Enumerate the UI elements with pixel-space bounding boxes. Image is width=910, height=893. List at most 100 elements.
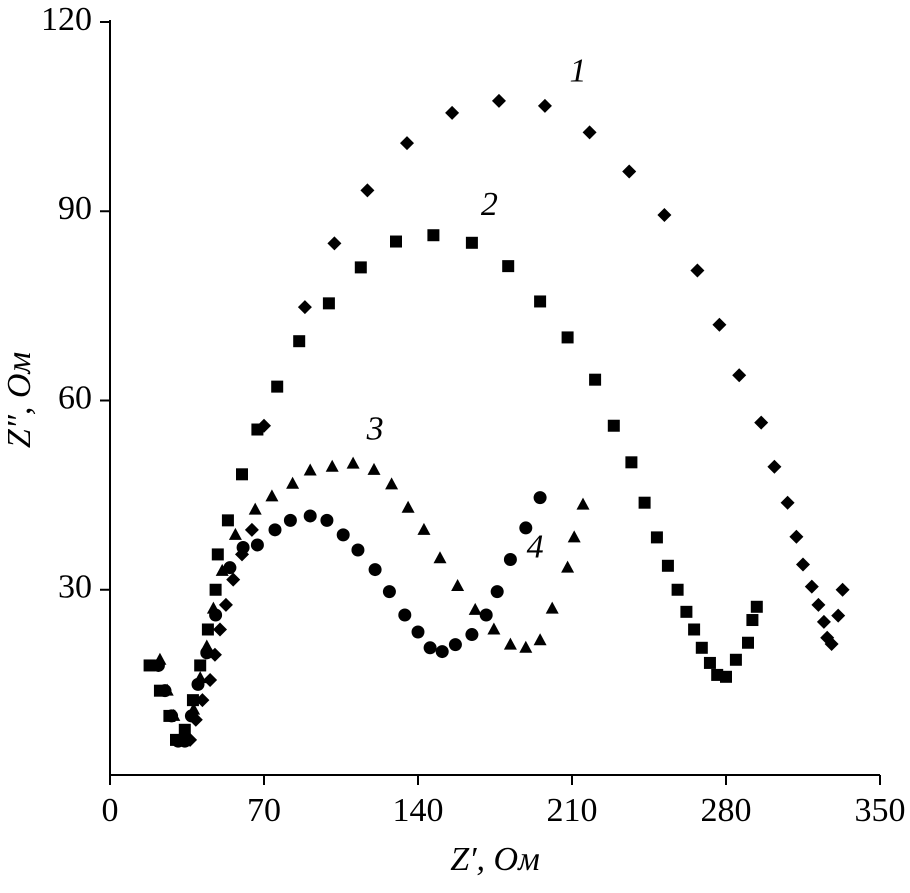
series-label: 2 xyxy=(481,186,498,223)
marker xyxy=(465,236,478,249)
x-tick-label: 350 xyxy=(855,792,906,829)
marker xyxy=(411,625,425,639)
marker xyxy=(796,557,810,572)
marker xyxy=(297,300,312,315)
marker xyxy=(158,684,172,698)
marker xyxy=(336,528,350,542)
marker xyxy=(354,261,367,274)
marker xyxy=(351,543,365,557)
marker xyxy=(209,608,223,622)
marker xyxy=(622,164,637,179)
marker xyxy=(367,462,381,475)
marker xyxy=(303,463,317,476)
marker xyxy=(448,638,462,652)
marker xyxy=(767,459,782,474)
marker xyxy=(487,622,501,635)
marker xyxy=(465,628,479,642)
marker xyxy=(200,646,214,660)
y-tick-label: 120 xyxy=(41,1,92,38)
marker xyxy=(519,640,533,653)
marker xyxy=(322,297,335,310)
marker xyxy=(561,560,575,573)
marker xyxy=(303,509,317,523)
y-tick-label: 30 xyxy=(58,569,92,606)
marker xyxy=(223,561,237,575)
marker xyxy=(732,368,747,383)
series-label: 4 xyxy=(527,528,544,565)
marker xyxy=(201,623,214,636)
marker xyxy=(382,585,396,599)
marker xyxy=(209,583,222,596)
marker xyxy=(650,531,663,544)
marker xyxy=(390,235,402,248)
marker xyxy=(680,605,693,618)
marker xyxy=(690,263,705,278)
marker xyxy=(567,530,581,543)
marker xyxy=(325,459,339,472)
marker xyxy=(250,538,264,552)
marker xyxy=(625,456,638,469)
marker xyxy=(211,548,224,561)
marker xyxy=(780,495,795,510)
marker xyxy=(695,641,708,654)
marker xyxy=(789,529,804,544)
series-label: 3 xyxy=(366,410,384,447)
marker xyxy=(178,734,192,748)
marker xyxy=(534,295,547,308)
marker xyxy=(360,183,375,198)
marker xyxy=(320,513,334,527)
marker xyxy=(533,633,547,646)
marker xyxy=(503,552,517,566)
marker xyxy=(433,551,447,564)
marker xyxy=(401,500,415,513)
marker xyxy=(221,514,234,527)
marker xyxy=(165,709,179,723)
marker xyxy=(203,672,218,687)
marker xyxy=(283,513,297,527)
marker xyxy=(742,636,754,649)
marker xyxy=(589,373,602,386)
marker xyxy=(824,637,839,652)
marker xyxy=(213,622,227,637)
marker xyxy=(271,380,284,393)
marker xyxy=(265,489,279,502)
marker xyxy=(143,659,156,672)
marker xyxy=(661,559,674,572)
marker xyxy=(804,579,819,594)
marker xyxy=(545,601,559,614)
marker xyxy=(754,415,769,430)
x-axis-label: Z′, Ом xyxy=(450,841,540,878)
marker xyxy=(248,502,262,515)
marker xyxy=(226,572,241,587)
marker xyxy=(346,456,360,469)
marker xyxy=(638,496,651,509)
marker xyxy=(479,608,493,622)
y-tick-label: 90 xyxy=(58,190,92,227)
marker xyxy=(244,522,259,537)
marker xyxy=(831,608,846,623)
marker xyxy=(729,653,742,666)
marker xyxy=(427,229,440,242)
marker xyxy=(816,614,831,629)
marker xyxy=(491,93,506,108)
marker xyxy=(703,656,716,669)
marker xyxy=(657,208,672,223)
x-tick-label: 210 xyxy=(547,792,598,829)
marker xyxy=(398,608,412,622)
marker xyxy=(194,659,207,672)
marker xyxy=(268,523,282,537)
marker xyxy=(607,419,620,432)
marker xyxy=(236,468,248,481)
marker xyxy=(503,637,517,650)
marker xyxy=(576,497,590,510)
marker xyxy=(184,709,198,723)
marker xyxy=(712,317,727,332)
marker xyxy=(582,125,597,140)
marker xyxy=(561,331,574,344)
marker xyxy=(519,521,533,535)
marker xyxy=(537,98,552,113)
x-tick-label: 280 xyxy=(701,792,752,829)
marker xyxy=(502,260,515,273)
x-tick-label: 140 xyxy=(393,792,444,829)
